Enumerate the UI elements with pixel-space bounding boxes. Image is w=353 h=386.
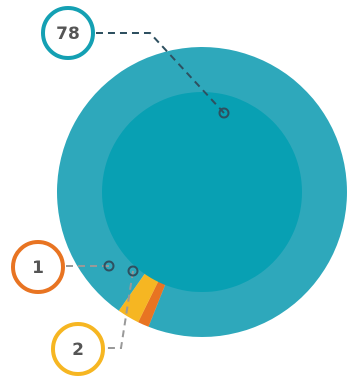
pie-inner-disc bbox=[102, 92, 302, 292]
callout-anchor-1 bbox=[218, 107, 230, 119]
callout-badge-1 bbox=[41, 6, 95, 60]
callout-value-3: 2 bbox=[72, 340, 84, 360]
callout-badge-3 bbox=[51, 322, 105, 376]
callout-value-2: 1 bbox=[32, 258, 44, 278]
callout-value-1: 78 bbox=[56, 24, 80, 44]
pie-callouts: 78 1 2 bbox=[11, 6, 230, 376]
callout-leader-3 bbox=[104, 270, 134, 349]
callout-leader-1 bbox=[96, 32, 225, 114]
callout-anchor-3 bbox=[127, 265, 139, 277]
callout-anchor-2 bbox=[103, 260, 115, 272]
callout-badge-2 bbox=[11, 240, 65, 294]
